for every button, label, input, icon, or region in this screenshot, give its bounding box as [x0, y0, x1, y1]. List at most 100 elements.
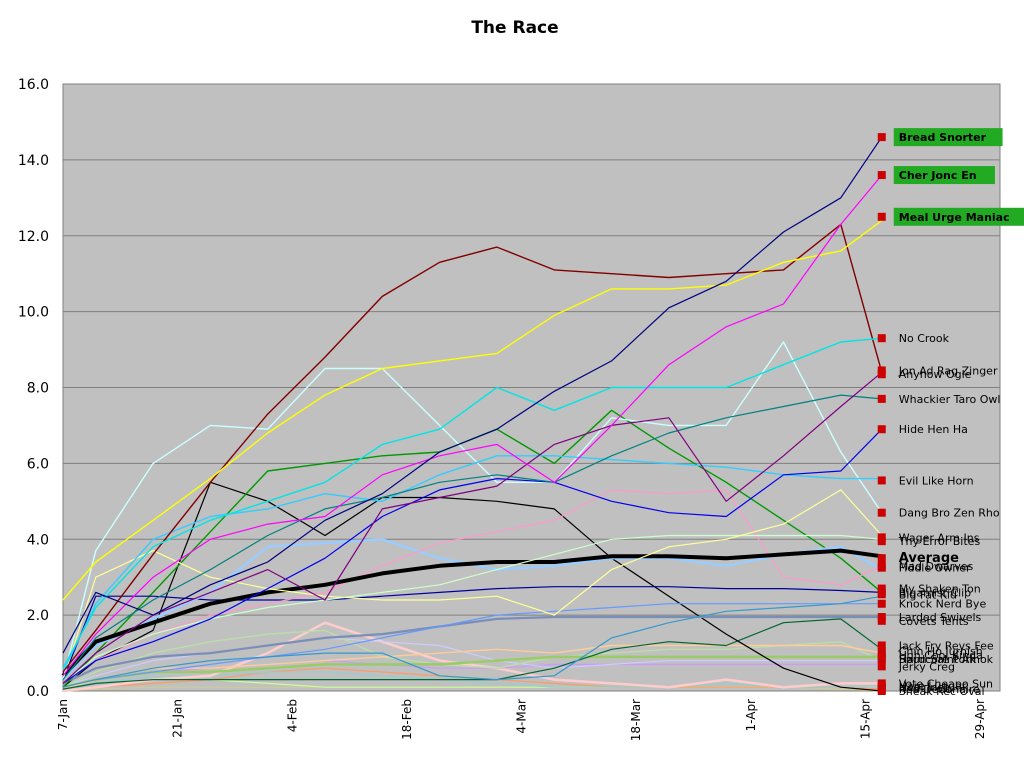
y-tick-label: 2.0 [27, 608, 49, 624]
series-end-label: Wager Arm Ins [899, 531, 980, 544]
series-line [62, 637, 882, 688]
end-marker [877, 133, 886, 142]
series-line [62, 174, 883, 677]
series-line [62, 595, 882, 688]
series-end-label: Thy Error Bites [898, 535, 981, 548]
x-tick-label: 4-Feb [285, 699, 299, 732]
series-end-label: Jon Ad Rag Zinger [898, 364, 998, 377]
series-end-label: Chin Ho Jurnish [899, 645, 983, 658]
series-end-label: Bigamist Clip [899, 586, 971, 599]
series-end-label: Bread Snorter [899, 131, 987, 144]
series-line [62, 655, 882, 689]
x-tick-label: 7-Jan [56, 699, 70, 730]
series-lines [61, 136, 883, 693]
leader-highlight [893, 166, 995, 185]
end-marker [877, 370, 886, 379]
x-axis-ticks: 7-Jan 21-Jan 4-Feb 18-Feb 4-Mar 18-Mar 1-Apr 15… [56, 699, 987, 741]
series-end-label: Big Fat Kid [899, 588, 957, 601]
series-end-label: Sneak Rec Oval [899, 685, 985, 698]
series-end-label: Hare Luggar [899, 679, 967, 692]
y-tick-label: 4.0 [27, 532, 49, 548]
y-tick-label: 0.0 [27, 684, 49, 700]
y-tick-label: 10.0 [18, 305, 49, 321]
x-tick-label: 1-Apr [744, 699, 758, 732]
series-line [62, 371, 883, 684]
end-marker [877, 212, 886, 221]
series-end-label: Ugh Cool Kinda [899, 649, 983, 662]
end-marker [877, 394, 886, 403]
series-end-label: Whackier Taro Owl [899, 393, 1001, 406]
y-tick-label: 16.0 [18, 77, 49, 93]
end-labels: Bread Snorter Cher Jonc En Meal Urge Mania… [877, 128, 1024, 698]
leader-highlight [893, 128, 1003, 147]
series-end-label: Spun Saint Amok [899, 653, 994, 666]
leader-highlight [893, 207, 1024, 226]
series-line [62, 220, 883, 601]
end-marker [877, 508, 886, 517]
x-tick-label: 15-Apr [858, 699, 872, 739]
series-end-label: Dang Bro Zen Rho [899, 507, 1000, 520]
chart-title: The Race [471, 18, 559, 38]
series-line [62, 394, 882, 680]
series-end-label: Fiddle Owner [899, 562, 971, 575]
series-line [62, 615, 882, 685]
y-axis-ticks: 0.0 2.0 4.0 6.0 8.0 10.0 12.0 14.0 16.0 [18, 77, 49, 700]
series-end-label: Jerky Creg [898, 660, 955, 673]
end-marker [877, 687, 886, 695]
series-end-label: Cher Jonc En [899, 169, 977, 182]
series-line [62, 223, 883, 673]
series-end-label: Covets Tents [899, 615, 969, 628]
series-line [62, 337, 882, 669]
series-line [62, 534, 882, 684]
end-marker [877, 537, 886, 546]
y-tick-label: 8.0 [27, 381, 49, 397]
series-line [62, 455, 882, 673]
series-line [62, 671, 882, 692]
series-end-label: Anyhow Ogle [899, 368, 972, 381]
series-end-label: My Shaken Ton [899, 583, 981, 596]
y-tick-label: 6.0 [27, 456, 49, 472]
series-line [62, 586, 882, 680]
end-marker [877, 588, 886, 597]
series-line [62, 603, 882, 688]
end-marker [877, 654, 886, 663]
series-end-label: Meal Urge Maniac [899, 211, 1010, 224]
end-marker [877, 616, 886, 625]
series-end-label: Neal Inch [899, 681, 951, 694]
x-tick-label: 4-Mar [515, 699, 529, 734]
series-line [62, 428, 883, 684]
series-end-label: Mad Dwarves [899, 560, 974, 573]
series-line [62, 136, 883, 654]
series-line [62, 481, 882, 692]
series-line [62, 489, 883, 680]
series-line [61, 548, 883, 678]
end-marker [877, 554, 886, 563]
series-line [62, 341, 883, 680]
end-marker [877, 476, 886, 485]
series-line [62, 618, 883, 690]
series-end-label: Jack Fry Revs Fee [898, 639, 994, 652]
series-end-label: Larded Swivels [899, 611, 982, 624]
y-tick-label: 14.0 [18, 153, 49, 169]
series-end-label: Evil Like Horn [899, 474, 974, 487]
series-line [62, 629, 883, 688]
series-end-label: No Crook [899, 332, 950, 345]
y-tick-label: 12.0 [18, 229, 49, 245]
x-tick-label: 18-Mar [629, 699, 643, 741]
x-tick-label: 21-Jan [171, 699, 185, 738]
end-marker [877, 334, 886, 343]
end-marker [877, 641, 886, 650]
end-marker [877, 563, 886, 572]
end-marker [877, 171, 886, 180]
series-end-label: Hide Hen Ha [899, 423, 968, 436]
series-end-label: Hardcore Pork [899, 653, 977, 666]
end-marker [877, 425, 886, 434]
end-marker [877, 662, 886, 671]
series-end-label: Average [899, 551, 959, 566]
series-line [62, 489, 883, 684]
series-line [62, 659, 882, 688]
series-line [62, 621, 882, 693]
series-end-label: Red Debonaire [899, 683, 980, 696]
x-tick-label: 29-Apr [973, 699, 987, 739]
